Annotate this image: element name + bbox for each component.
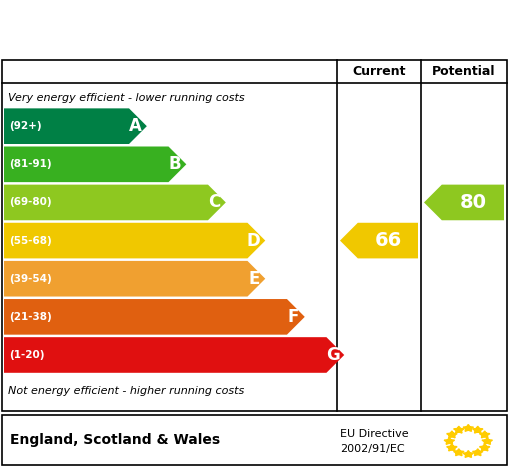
Polygon shape	[4, 108, 147, 144]
Text: (69-80): (69-80)	[9, 198, 51, 207]
Text: EU Directive: EU Directive	[340, 429, 409, 439]
Polygon shape	[4, 299, 305, 335]
Polygon shape	[4, 184, 226, 220]
Text: E: E	[248, 270, 260, 288]
Polygon shape	[454, 449, 464, 456]
Polygon shape	[482, 438, 492, 445]
Polygon shape	[454, 426, 464, 433]
Text: England, Scotland & Wales: England, Scotland & Wales	[10, 433, 220, 447]
Text: Potential: Potential	[432, 65, 496, 78]
Text: Very energy efficient - lower running costs: Very energy efficient - lower running co…	[8, 93, 245, 103]
Polygon shape	[424, 184, 504, 220]
Text: (21-38): (21-38)	[9, 312, 52, 322]
Text: 2002/91/EC: 2002/91/EC	[340, 444, 405, 454]
Text: (92+): (92+)	[9, 121, 42, 131]
Text: (1-20): (1-20)	[9, 350, 44, 360]
Polygon shape	[4, 147, 186, 182]
Polygon shape	[472, 449, 483, 456]
Polygon shape	[463, 425, 473, 432]
Polygon shape	[472, 426, 483, 433]
Text: F: F	[288, 308, 299, 326]
Text: Current: Current	[352, 65, 406, 78]
Polygon shape	[479, 444, 490, 451]
Polygon shape	[479, 431, 490, 438]
Polygon shape	[4, 337, 344, 373]
Text: B: B	[168, 156, 181, 173]
Text: Energy Efficiency Rating: Energy Efficiency Rating	[15, 19, 303, 39]
Polygon shape	[463, 451, 473, 457]
Text: A: A	[129, 117, 142, 135]
Polygon shape	[444, 438, 455, 445]
Text: (39-54): (39-54)	[9, 274, 52, 284]
Text: C: C	[208, 193, 220, 212]
Text: D: D	[247, 232, 261, 249]
Polygon shape	[447, 431, 457, 438]
Polygon shape	[4, 261, 265, 297]
Text: 80: 80	[460, 193, 487, 212]
Polygon shape	[4, 223, 265, 258]
Polygon shape	[340, 223, 418, 258]
Text: G: G	[326, 346, 340, 364]
Text: (55-68): (55-68)	[9, 235, 52, 246]
Text: 66: 66	[374, 231, 402, 250]
Text: (81-91): (81-91)	[9, 159, 51, 170]
Polygon shape	[447, 444, 457, 451]
Text: Not energy efficient - higher running costs: Not energy efficient - higher running co…	[8, 386, 244, 396]
